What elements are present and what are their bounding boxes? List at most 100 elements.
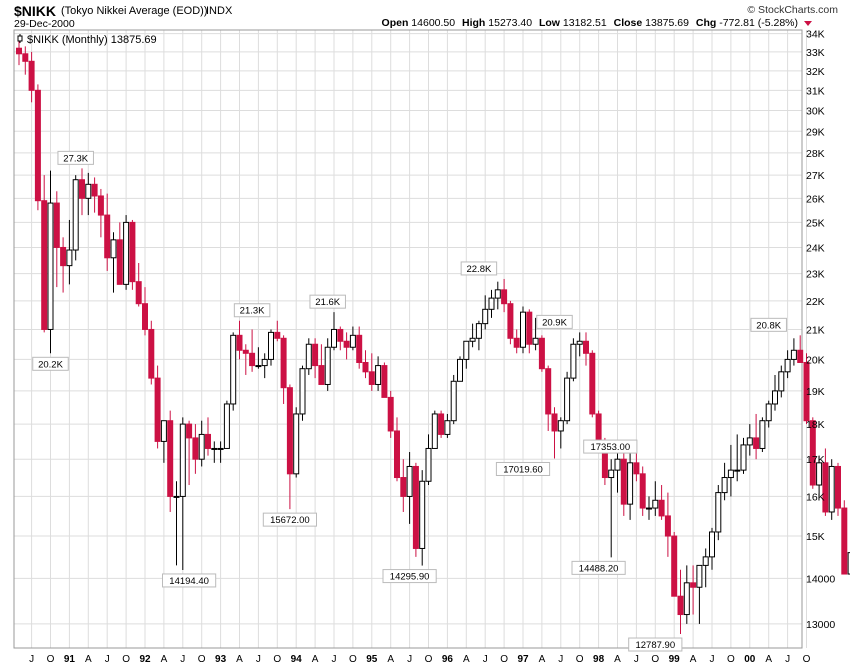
y-tick-label: 19K — [806, 386, 825, 398]
candle — [53, 191, 60, 288]
annotation-box — [571, 560, 626, 575]
candle — [501, 278, 508, 313]
y-tick-label: 26K — [806, 193, 825, 205]
x-tick-label: 00 — [744, 654, 756, 665]
candle-body — [822, 462, 829, 513]
candle-body — [104, 214, 111, 259]
candle-body — [847, 552, 850, 575]
candle-body — [387, 396, 394, 432]
candle-body — [249, 352, 256, 367]
candle-body — [828, 465, 835, 513]
candle-body — [633, 462, 640, 475]
annotation-box — [583, 439, 638, 454]
candle-body — [608, 469, 615, 479]
candle — [85, 172, 92, 216]
y-axis: 13000 14000 15K 16K 17K 18K 19K 20K 21K 22K 23K 24K… — [806, 29, 835, 631]
candle — [110, 232, 117, 293]
candle — [160, 420, 167, 463]
candle-body — [293, 413, 300, 475]
y-tick-label: 14000 — [806, 573, 835, 585]
candle-body — [809, 420, 816, 486]
chart-exchange: INDX — [206, 5, 233, 17]
candle — [759, 417, 766, 453]
candle-body — [331, 328, 337, 348]
candle-body — [532, 337, 539, 345]
candle-body — [488, 297, 495, 310]
candle-body — [583, 340, 589, 354]
candle-body — [362, 361, 369, 373]
candle-body — [652, 499, 659, 509]
price-annotation: 14295.90 — [382, 569, 437, 584]
candle-body — [431, 413, 438, 449]
candle-body — [520, 311, 526, 348]
candle — [381, 362, 388, 398]
candle-body — [482, 308, 489, 325]
candle-body — [412, 465, 419, 549]
candle-body — [759, 420, 766, 449]
annotation-label: 20.8K — [756, 320, 781, 331]
candle — [16, 40, 22, 66]
candle-body — [198, 433, 205, 460]
price-annotation: 15672.00 — [262, 512, 317, 527]
candle — [841, 500, 848, 575]
x-tick-label: 96 — [442, 654, 454, 665]
candle-body — [318, 365, 325, 385]
candle — [551, 407, 558, 459]
candle — [274, 320, 281, 342]
candle-body — [255, 365, 262, 368]
y-tick-label: 20K — [806, 354, 825, 366]
candle-body — [450, 380, 457, 422]
price-annotation: 12787.90 — [628, 637, 683, 652]
x-tick-label: J — [105, 654, 110, 665]
candle-body — [135, 281, 142, 305]
ohlc-summary: Open 14600.50 High 15273.40 Low 13182.51… — [382, 17, 802, 29]
candle — [677, 569, 684, 635]
candle-body — [501, 289, 508, 305]
x-tick-label: A — [236, 654, 243, 665]
candle-body — [702, 556, 709, 566]
brand-watermark[interactable]: © StockCharts.com — [747, 4, 838, 16]
y-tick-label: 13000 — [806, 619, 835, 631]
y-tick-label: 34K — [806, 29, 825, 41]
price-annotation: 17019.60 — [495, 461, 551, 476]
low-value: 13182.51 — [562, 17, 607, 29]
candle — [368, 353, 375, 391]
candle-body — [784, 358, 791, 373]
x-tick-label: 93 — [215, 654, 227, 665]
candle-body — [507, 303, 514, 339]
x-tick-label: A — [85, 654, 92, 665]
x-tick-label: 92 — [139, 654, 151, 665]
candle-body — [375, 365, 382, 385]
candle — [318, 344, 325, 385]
candle-body — [337, 328, 344, 342]
x-tick-label: A — [690, 654, 697, 665]
candle — [658, 485, 665, 520]
candle-body — [526, 311, 533, 345]
candle-body — [576, 340, 583, 345]
candle-body — [16, 47, 22, 55]
candle — [620, 444, 627, 516]
candle — [709, 527, 715, 570]
candle — [790, 338, 797, 366]
candle-body — [280, 337, 287, 389]
candle — [608, 459, 615, 558]
candle — [513, 329, 520, 354]
annotation-box — [309, 294, 346, 309]
candle — [469, 323, 476, 348]
candle-body — [400, 477, 407, 497]
candle — [639, 466, 646, 516]
candle-body — [368, 371, 375, 385]
candle-body — [664, 515, 671, 537]
candle — [211, 441, 218, 463]
candle-body — [772, 390, 778, 405]
candle — [22, 46, 29, 75]
candle — [299, 365, 306, 421]
x-tick-label: 99 — [669, 654, 681, 665]
y-tick-label: 15K — [806, 531, 825, 543]
candle-body — [211, 447, 218, 450]
candle-body — [173, 495, 180, 498]
candle-body — [683, 582, 690, 616]
candle — [457, 356, 463, 382]
x-tick-label: O — [198, 654, 206, 665]
candle — [847, 552, 850, 575]
